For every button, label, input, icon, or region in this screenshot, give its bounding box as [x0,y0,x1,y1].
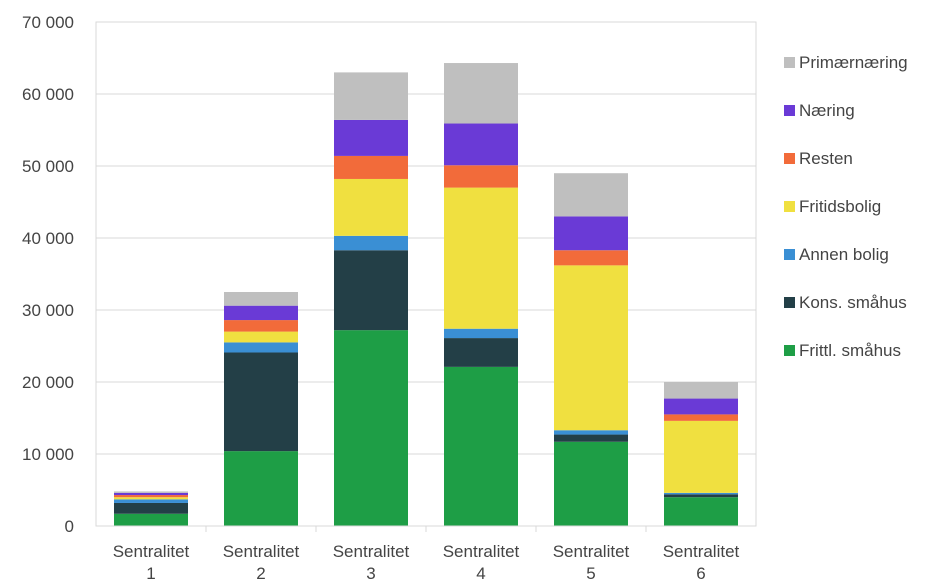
x-tick-label: Sentralitet [333,542,410,561]
bar-segment [444,165,518,188]
legend-label: Primærnæring [799,53,908,72]
x-tick-label: Sentralitet [443,542,520,561]
bar-segment [114,513,188,526]
bar-segment [554,441,628,526]
legend-swatch [784,249,795,260]
bar-segment [664,494,738,498]
plot-area-border [95,21,757,527]
bar-segment [554,250,628,266]
bar-segment [224,451,298,526]
x-tick-label: 2 [256,564,265,582]
legend-swatch [784,201,795,212]
gridlines [95,21,757,527]
legend: Primærnæring Næring Resten Fritidsbolig Anne… [784,53,908,360]
x-tick-label: 3 [366,564,375,582]
axes: 0 10 000 20 000 30 000 40 000 50 000 60 000 70 … [22,13,756,583]
x-tick-label: 4 [476,564,485,582]
bar-segment [664,497,738,526]
bar-segment [224,305,298,321]
x-tick-label: Sentralitet [113,542,190,561]
bar-segment [114,497,188,500]
bar-segment [664,492,738,495]
bar-segment [664,398,738,415]
bar-segment [224,352,298,452]
x-tick-label: Sentralitet [553,542,630,561]
legend-label: Næring [799,101,855,120]
bar-segment [114,502,188,514]
y-tick-label: 30 000 [22,301,74,320]
y-tick-label: 50 000 [22,157,74,176]
bar-segment [664,420,738,493]
bar-segment [554,434,628,442]
y-tick-label: 0 [65,517,74,536]
legend-swatch [784,57,795,68]
legend-label: Kons. småhus [799,293,907,312]
x-tick-label: 1 [146,564,155,582]
bar-segment [444,63,518,124]
bar-segment [444,338,518,367]
legend-swatch [784,345,795,356]
bar-segment [554,216,628,251]
x-tick-label: Sentralitet [663,542,740,561]
legend-label: Frittl. småhus [799,341,901,360]
x-tick-label: 6 [696,564,705,582]
bar-segment [444,187,518,329]
bar-segment [224,320,298,332]
y-tick-label: 70 000 [22,13,74,32]
bar-segment [114,491,188,493]
legend-label: Fritidsbolig [799,197,881,216]
bar-segment [224,292,298,306]
bar-segment [554,173,628,217]
bar-segment [114,492,188,496]
legend-swatch [784,297,795,308]
x-tick-label: 5 [586,564,595,582]
bar-segment [334,72,408,120]
legend-label: Resten [799,149,853,168]
bar-segment [444,328,518,339]
bar-segment [334,119,408,156]
y-tick-label: 20 000 [22,373,74,392]
bar-segment [444,123,518,166]
bar-segment [334,330,408,526]
bar-segment [114,495,188,498]
bar-segment [334,178,408,236]
y-tick-label: 60 000 [22,85,74,104]
bar-segment [224,331,298,343]
bar-segment [554,265,628,431]
y-tick-label: 40 000 [22,229,74,248]
bar-segment [114,499,188,503]
legend-swatch [784,105,795,116]
bar-segment [334,250,408,331]
y-tick-label: 10 000 [22,445,74,464]
legend-swatch [784,153,795,164]
bar-segment [664,382,738,399]
bar-segment [444,366,518,526]
bar-segment [554,430,628,435]
bar-segment [334,235,408,251]
bar-segment [224,342,298,353]
bars [114,63,738,526]
legend-label: Annen bolig [799,245,889,264]
x-tick-label: Sentralitet [223,542,300,561]
bar-segment [664,414,738,421]
bar-segment [334,155,408,179]
